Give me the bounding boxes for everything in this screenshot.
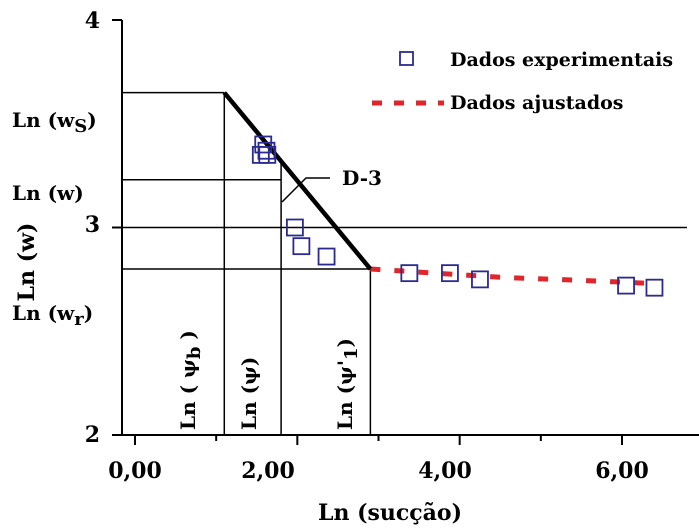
y-label-ln-ws: Ln (wS): [12, 108, 97, 137]
data-point-3: [258, 145, 277, 164]
d3-line-group: [222, 91, 373, 271]
x-axis-title: Ln (sucção): [318, 500, 462, 526]
data-point-10: [617, 276, 635, 295]
y-label-ln-ws-close: ): [87, 108, 96, 132]
x-label-ln-psi1-base: Ln (ψ': [333, 360, 357, 430]
y-tick-label-3: 3: [85, 212, 100, 238]
x-label-ln-psi1: Ln (ψ'1): [333, 338, 362, 430]
d3-label: D-3: [342, 166, 382, 190]
reference-lines: [122, 91, 687, 435]
x-label-ln-psi1-close: ): [333, 338, 357, 347]
y-label-ln-wr-sub: r: [74, 309, 84, 330]
data-point-7: [400, 264, 419, 283]
data-point-9: [471, 270, 489, 289]
x-label-ln-psib-sub: b: [184, 347, 205, 360]
data-point-4: [285, 218, 304, 237]
x-tick-label-4: 4,00: [418, 458, 472, 484]
y-label-ln-wr-base: Ln (w: [12, 301, 75, 325]
legend-label-experimental: Dados experimentais: [450, 49, 673, 71]
legend-label-fitted: Dados ajustados: [450, 92, 624, 114]
x-label-ln-psib: Ln ( ψb ): [176, 330, 205, 430]
experimental-points-group: [251, 135, 664, 297]
data-point-11: [645, 278, 664, 297]
x-label-ln-psi: Ln (ψ): [237, 357, 261, 430]
series-line-d3: [222, 91, 373, 271]
data-point-8: [441, 264, 459, 283]
d3-leader-line: [281, 177, 330, 203]
x-label-ln-psi1-sub: 1: [341, 347, 362, 360]
data-point-5: [292, 237, 311, 256]
y-label-ln-wr: Ln (wr): [12, 301, 93, 330]
x-tick-label-2: 2,00: [241, 458, 295, 484]
data-point-6: [317, 247, 336, 266]
x-label-ln-psib-close: ): [176, 330, 200, 346]
axis-ticks: [112, 19, 623, 445]
y-tick-label-4: 4: [85, 8, 100, 34]
data-point-0: [254, 135, 273, 154]
x-tick-label-0: 0,00: [108, 458, 162, 484]
x-tick-label-6: 6,00: [595, 458, 649, 484]
x-label-ln-psib-base: Ln ( ψ: [176, 359, 200, 430]
y-tick-label-2: 2: [85, 422, 100, 448]
y-label-ln-ws-sub: S: [74, 116, 87, 137]
legend-marker-experimental: [399, 51, 414, 66]
y-label-ln-w: Ln (w): [12, 181, 84, 205]
series-line-dados-ajustados: [370, 266, 655, 287]
y-label-ln-wr-close: ): [84, 301, 93, 325]
y-label-ln-ws-base: Ln (w: [12, 108, 75, 132]
y-axis-title: Ln (w): [14, 223, 40, 302]
fitted-line-group: [370, 266, 655, 287]
